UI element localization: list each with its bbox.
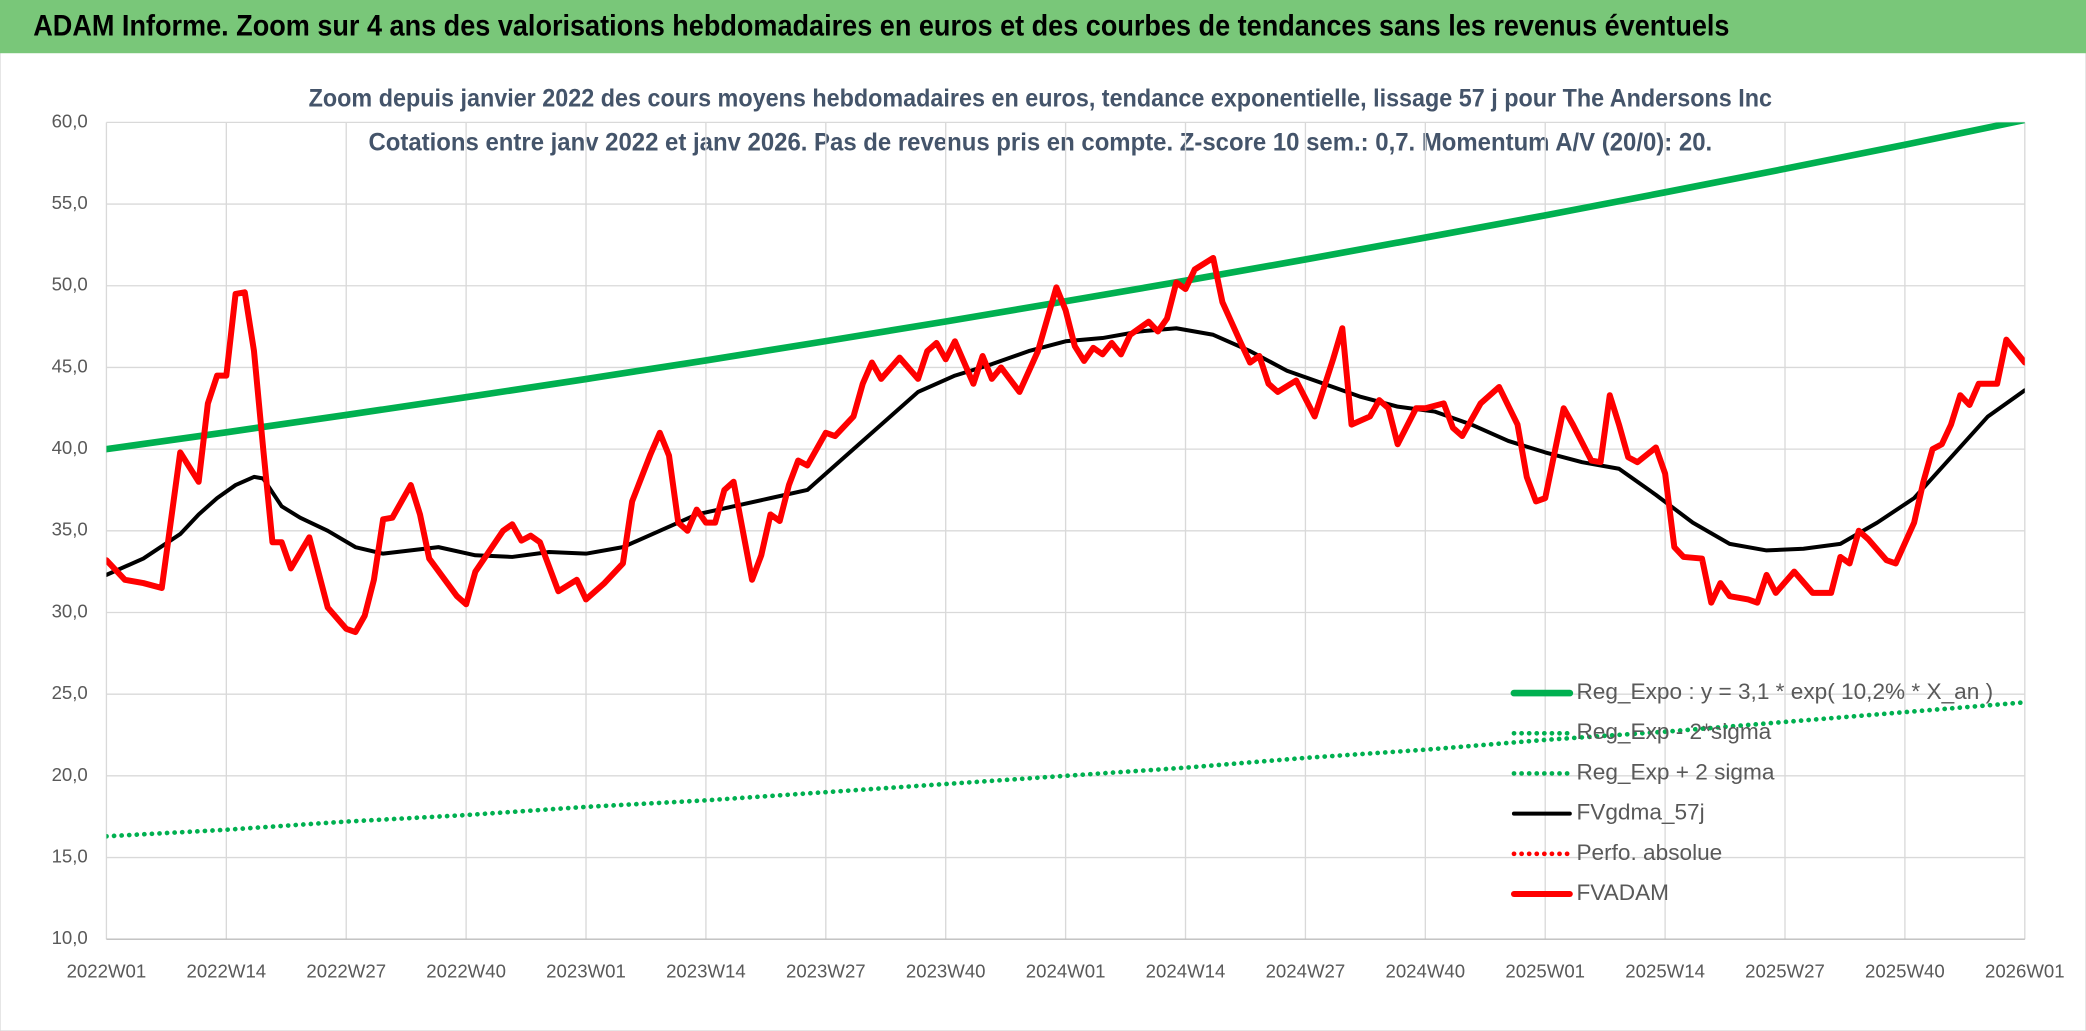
page-title: ADAM Informe. Zoom sur 4 ans des valoris… <box>33 11 1729 43</box>
y-tick-label: 25,0 <box>52 682 88 703</box>
legend-label: FVgdma_57j <box>1576 800 1704 825</box>
y-tick-label: 45,0 <box>52 355 88 376</box>
y-tick-label: 30,0 <box>52 600 88 621</box>
x-tick-label: 2022W27 <box>306 960 386 981</box>
legend: Reg_Expo : y = 3,1 * exp( 10,2% * X_an )… <box>1510 679 1993 905</box>
series-line <box>106 700 2025 839</box>
y-tick-label: 40,0 <box>52 437 88 458</box>
x-tick-label: 2024W14 <box>1146 960 1226 981</box>
x-tick-label: 2022W40 <box>426 960 506 981</box>
x-tick-label: 2022W01 <box>67 960 147 981</box>
series-line <box>106 254 2025 636</box>
x-tick-label: 2025W14 <box>1625 960 1705 981</box>
x-tick-label: 2023W27 <box>786 960 866 981</box>
legend-label: Reg_Expo : y = 3,1 * exp( 10,2% * X_an ) <box>1576 679 1993 704</box>
chart-subtitle: Cotations entre janv 2022 et janv 2026. … <box>369 128 1713 156</box>
y-tick-label: 35,0 <box>52 519 88 540</box>
x-tick-label: 2022W14 <box>186 960 266 981</box>
x-tick-label: 2024W27 <box>1266 960 1346 981</box>
chart-title: Zoom depuis janvier 2022 des cours moyen… <box>309 84 1772 112</box>
x-tick-label: 2025W27 <box>1745 960 1825 981</box>
y-tick-label: 50,0 <box>52 274 88 295</box>
x-tick-label: 2024W40 <box>1385 960 1465 981</box>
x-tick-label: 2024W01 <box>1026 960 1106 981</box>
y-tick-label: 20,0 <box>52 764 88 785</box>
grid: 10,0 15,0 20,0 25,0 30,0 35,0 40,0 45,0 50,0 55,0… <box>52 110 2065 981</box>
y-tick-label: 60,0 <box>52 110 88 131</box>
series-line <box>106 326 2025 577</box>
y-tick-label: 10,0 <box>52 927 88 948</box>
series-line <box>106 122 2025 453</box>
x-tick-label: 2026W01 <box>1985 960 2065 981</box>
legend-label: Reg_Exp - 2*sigma <box>1576 719 1771 744</box>
legend-label: Perfo. absolue <box>1576 840 1722 865</box>
x-tick-label: 2023W40 <box>906 960 986 981</box>
legend-label: FVADAM <box>1576 880 1669 905</box>
x-tick-label: 2023W14 <box>666 960 746 981</box>
y-tick-label: 55,0 <box>52 192 88 213</box>
legend-label: Reg_Exp + 2 sigma <box>1576 759 1774 784</box>
plot-lines <box>106 122 2025 839</box>
y-tick-label: 15,0 <box>52 845 88 866</box>
title-bar <box>0 0 2086 54</box>
x-tick-label: 2023W01 <box>546 960 626 981</box>
x-tick-label: 2025W40 <box>1865 960 1945 981</box>
x-tick-label: 2025W01 <box>1505 960 1585 981</box>
